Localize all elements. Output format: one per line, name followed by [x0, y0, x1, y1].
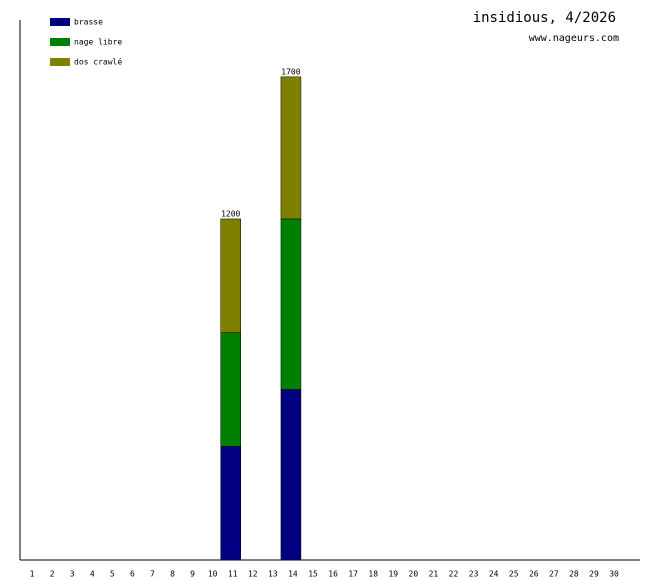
x-tick-label: 1 — [30, 570, 35, 579]
legend-label: nage libre — [74, 38, 122, 47]
x-tick-label: 3 — [70, 570, 75, 579]
x-tick-label: 26 — [529, 570, 539, 579]
chart-subtitle: www.nageurs.com — [529, 33, 619, 44]
x-tick-label: 28 — [569, 570, 579, 579]
bar-segment — [280, 218, 302, 390]
legend-swatch — [50, 58, 70, 66]
x-tick-label: 17 — [348, 570, 358, 579]
legend-label: brasse — [74, 18, 103, 27]
bar-segment — [220, 218, 241, 333]
x-tick-label: 19 — [388, 570, 398, 579]
bar-segment — [280, 389, 302, 561]
chart-title: insidious, 4/2026 — [473, 10, 616, 26]
x-tick-label: 27 — [549, 570, 559, 579]
x-tick-label: 5 — [110, 570, 115, 579]
x-tick-label: 9 — [190, 570, 195, 579]
x-tick-label: 30 — [609, 570, 619, 579]
x-tick-label: 4 — [90, 570, 95, 579]
x-tick-label: 2 — [50, 570, 55, 579]
x-tick-label: 18 — [368, 570, 378, 579]
x-tick-label: 14 — [288, 570, 298, 579]
bar-segment — [220, 332, 241, 447]
x-tick-label: 21 — [429, 570, 439, 579]
total-label: 1200 — [221, 209, 240, 218]
x-tick-label: 13 — [268, 570, 278, 579]
legend-swatch — [50, 38, 70, 46]
x-tick-label: 22 — [449, 570, 459, 579]
x-tick-label: 12 — [248, 570, 258, 579]
x-tick-label: 7 — [150, 570, 155, 579]
x-tick-label: 25 — [509, 570, 519, 579]
x-tick-label: 24 — [489, 570, 499, 579]
x-tick-label: 16 — [328, 570, 338, 579]
x-tick-label: 11 — [228, 570, 238, 579]
x-tick-label: 6 — [130, 570, 135, 579]
x-tick-label: 23 — [469, 570, 479, 579]
legend-swatch — [50, 18, 70, 26]
x-tick-label: 20 — [409, 570, 419, 579]
x-tick-label: 29 — [589, 570, 599, 579]
bar-segment — [280, 76, 302, 220]
total-label: 1700 — [281, 67, 300, 76]
bar-segment — [220, 446, 241, 561]
x-tick-label: 8 — [170, 570, 175, 579]
legend-label: dos crawlé — [74, 57, 122, 67]
x-tick-label: 15 — [308, 570, 318, 579]
x-tick-label: 10 — [208, 570, 218, 579]
